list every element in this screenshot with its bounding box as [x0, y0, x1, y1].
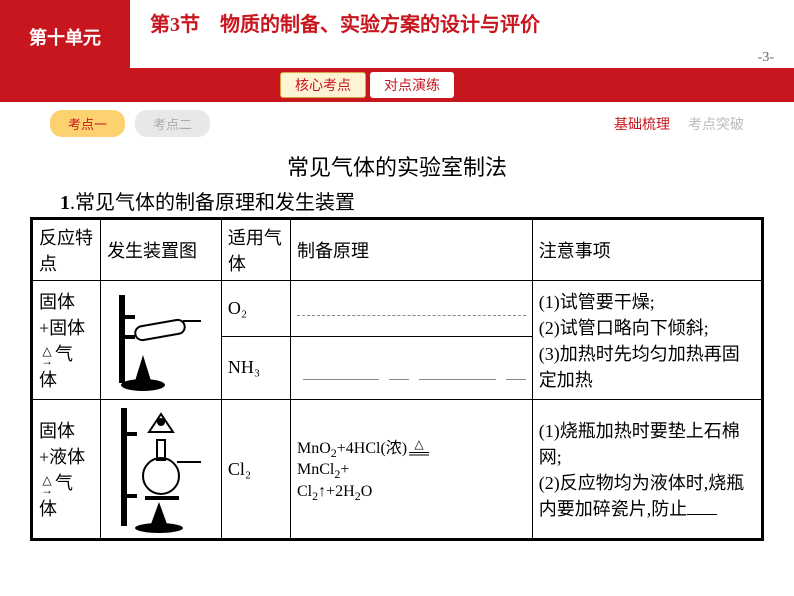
apparatus-1	[101, 281, 222, 400]
reaction-type-2: 固体+液体△→气体	[32, 400, 101, 540]
gas-cl2: Cl₂	[221, 400, 290, 540]
principle-o2	[290, 281, 532, 337]
preparation-table: 反应特点 发生装置图 适用气体 制备原理 注意事项 固体+固体△→气体	[30, 217, 764, 541]
rtab-breakthrough[interactable]: 考点突破	[688, 114, 744, 134]
principle-cl2: MnO2+4HCl(浓)△══ MnCl2+ Cl2↑+2H2O	[290, 400, 532, 540]
content: 常见气体的实验室制法 1.1.常见气体的制备原理和发生装置常见气体的制备原理和发…	[30, 150, 764, 541]
header-apparatus: 发生装置图	[101, 219, 222, 281]
sub-tabs: 考点一 考点二 基础梳理 考点突破	[0, 110, 794, 137]
header-reaction: 反应特点	[32, 219, 101, 281]
tab-practice[interactable]: 对点演练	[370, 72, 454, 98]
flask-heating-icon	[115, 404, 207, 534]
gas-o2: O₂	[221, 281, 290, 337]
rtab-basics[interactable]: 基础梳理	[614, 114, 670, 134]
chapter-title: 第3节 物质的制备、实验方案的设计与评价	[150, 8, 540, 37]
gas-nh3: NH₃	[221, 336, 290, 399]
notes-2: (1)烧瓶加热时要垫上石棉网;(2)反应物均为液体时,烧瓶内要加碎瓷片,防止	[532, 400, 762, 540]
section-title: 1.1.常见气体的制备原理和发生装置常见气体的制备原理和发生装置	[60, 186, 764, 215]
subtab-point2[interactable]: 考点二	[135, 110, 210, 137]
table-header-row: 反应特点 发生装置图 适用气体 制备原理 注意事项	[32, 219, 763, 281]
main-title: 常见气体的实验室制法	[30, 150, 764, 182]
header-principle: 制备原理	[290, 219, 532, 281]
table-row: 固体+固体△→气体 O₂ (1)试管要干燥; (2)试管口略向下倾斜; (3)加…	[32, 281, 763, 337]
right-tabs: 基础梳理 考点突破	[614, 114, 744, 134]
notes-1: (1)试管要干燥; (2)试管口略向下倾斜; (3)加热时先均匀加热再固定加热	[532, 281, 762, 400]
header: 第十单元 第3节 物质的制备、实验方案的设计与评价 -3-	[0, 0, 794, 74]
subtab-point1[interactable]: 考点一	[50, 110, 125, 137]
page-number: -3-	[758, 50, 774, 66]
principle-nh3	[290, 336, 532, 399]
apparatus-2	[101, 400, 222, 540]
nav-bar: 核心考点 对点演练	[0, 68, 794, 102]
reaction-type-1: 固体+固体△→气体	[32, 281, 101, 400]
header-gas: 适用气体	[221, 219, 290, 281]
table-row: 固体+液体△→气体 Cl₂ MnO2+	[32, 400, 763, 540]
tab-core[interactable]: 核心考点	[280, 72, 366, 98]
unit-box: 第十单元	[0, 0, 130, 74]
heating-tube-icon	[115, 285, 207, 395]
header-notes: 注意事项	[532, 219, 762, 281]
